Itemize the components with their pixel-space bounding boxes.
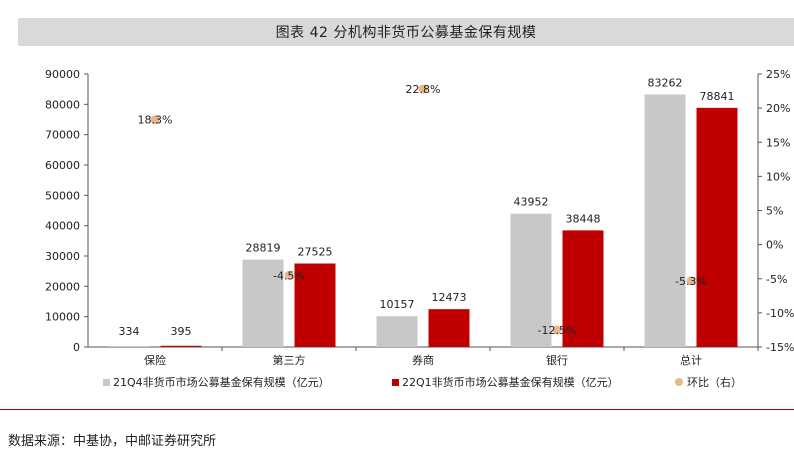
legend-label-21q4: 21Q4非货币市场公募基金保有规模（亿元） [113,375,330,389]
qoq-point [418,84,428,94]
y-right-tick-label: -15% [766,341,794,354]
bar-22q1-value: 27525 [298,246,333,259]
bar-21q4-value: 83262 [648,76,683,89]
bar-22q1-value: 395 [171,325,192,338]
y-left-tick-label: 80000 [45,98,80,111]
y-left-tick-label: 40000 [45,220,80,233]
bar-21q4 [376,316,418,347]
source-note: 数据来源：中基协，中邮证券研究所 [8,434,217,449]
legend-swatch-22q1 [392,379,399,386]
y-right-tick-label: 20% [766,102,790,115]
qoq-point-label: 18.3% [138,114,173,127]
y-left-tick-label: 70000 [45,129,80,142]
x-category-label: 保险 [144,353,166,367]
y-right-tick-label: 0% [766,239,783,252]
y-right-tick-label: -5% [766,273,787,286]
chart: 0 10000 20000 30000 40000 50000 60000 70000 8000… [45,68,794,389]
y-right-tick-label: 15% [766,136,790,149]
y-left-tick-label: 90000 [45,68,80,81]
y-left-tick-label: 10000 [45,311,80,324]
y-left-tick-label: 60000 [45,159,80,172]
bar-22q1 [428,309,470,347]
legend-swatch-21q4 [103,379,110,386]
y-right-tick-label: 10% [766,170,790,183]
qoq-point-label: -4.5% [273,269,305,282]
bar-21q4 [510,213,552,347]
y-left-tick-label: 50000 [45,189,80,202]
y-right-tick-label: 25% [766,68,790,81]
bar-21q4-value: 334 [119,325,140,338]
qoq-point [284,270,294,280]
bar-21q4-value: 10157 [380,298,415,311]
bar-21q4-value: 43952 [514,196,549,209]
y-left-tick-label: 20000 [45,280,80,293]
bar-22q1-value: 78841 [700,90,735,103]
y-left-tick-label: 0 [73,341,80,354]
title-bar: 图表 42 分机构非货币公募基金保有规模 [18,18,794,46]
y-right-tick-label: 5% [766,205,783,218]
bar-21q4 [108,345,150,347]
bar-22q1 [562,230,604,347]
y-left-tick-label: 30000 [45,250,80,263]
bar-22q1 [160,345,202,347]
x-category-label: 银行 [546,353,568,367]
y-right-tick-label: -10% [766,307,794,320]
legend-marker-qoq [675,378,683,386]
bar-22q1 [294,263,336,347]
qoq-point [150,115,160,125]
x-category-label: 总计 [680,353,702,367]
bar-21q4 [644,94,686,347]
footer-divider [0,409,794,410]
bar-22q1 [696,107,738,347]
bar-21q4 [242,259,284,347]
legend-label-qoq: 环比（右） [687,375,742,389]
qoq-point-label: 22.8% [406,83,441,96]
qoq-point-label: -5.3% [675,275,707,288]
qoq-point [686,276,696,286]
bar-21q4-value: 28819 [246,242,281,255]
x-category-label: 券商 [412,353,434,367]
x-category-label: 第三方 [273,353,306,367]
chart-title: 图表 42 分机构非货币公募基金保有规模 [275,25,537,41]
bar-22q1-value: 38448 [566,212,601,225]
legend-label-22q1: 22Q1非货币市场公募基金保有规模（亿元） [402,375,619,389]
bar-22q1-value: 12473 [432,291,467,304]
qoq-point-label: -12.5% [538,324,577,337]
qoq-point [552,325,562,335]
